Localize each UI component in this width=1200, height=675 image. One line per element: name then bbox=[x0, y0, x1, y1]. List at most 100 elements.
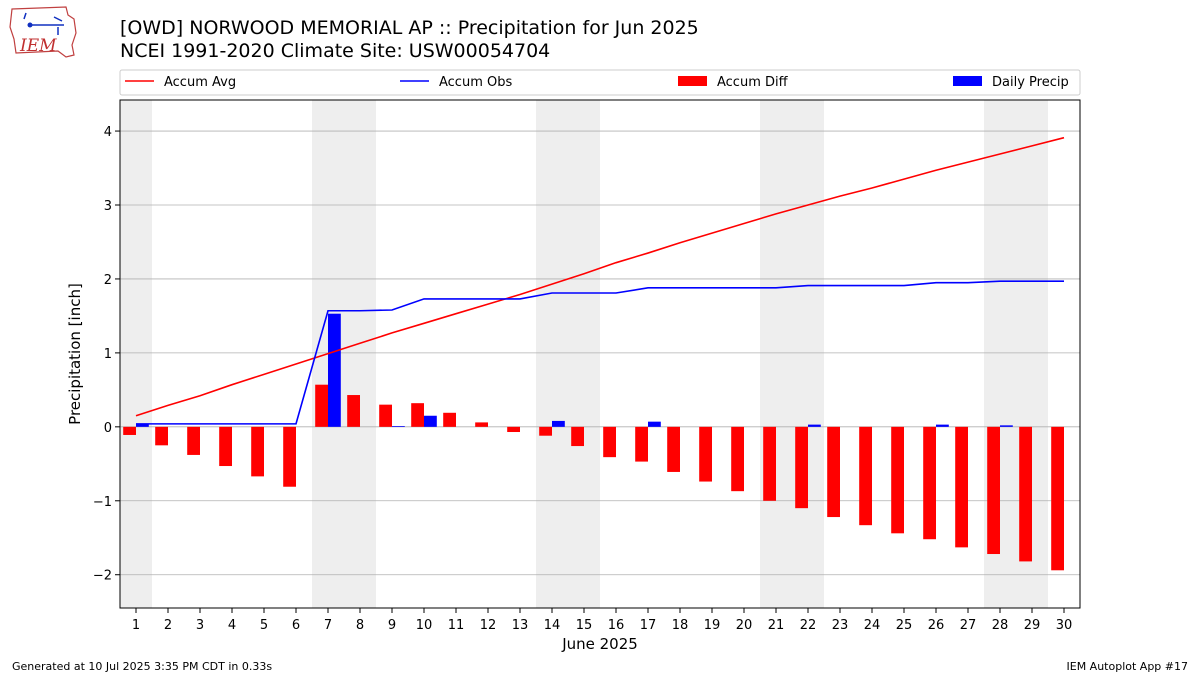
accum-avg-line bbox=[135, 136, 1065, 417]
y-axis-label: Precipitation [inch] bbox=[66, 283, 84, 425]
x-axis-ticks: 1 2 3 4 5 6 7 8 9 10 11 12 13 14 15 16 17 18 19 20 21 22 23 24 2… bbox=[132, 608, 1072, 633]
legend-label-accum-diff: Accum Diff bbox=[717, 75, 789, 90]
daily-precip-bar bbox=[648, 421, 661, 427]
bars bbox=[123, 313, 1064, 571]
x-tick-label: 17 bbox=[640, 618, 657, 633]
accum-diff-bar bbox=[571, 426, 584, 447]
x-tick-label: 8 bbox=[356, 618, 364, 633]
accum-diff-bar bbox=[443, 412, 456, 427]
x-tick-label: 4 bbox=[228, 618, 236, 633]
daily-precip-bar bbox=[552, 420, 565, 427]
y-tick-label: −1 bbox=[93, 495, 112, 510]
legend-label-accum-obs: Accum Obs bbox=[439, 75, 512, 90]
y-tick-label: 4 bbox=[104, 125, 112, 140]
footer-app: IEM Autoplot App #17 bbox=[1066, 660, 1189, 673]
footer-generated: Generated at 10 Jul 2025 3:35 PM CDT in … bbox=[12, 660, 273, 673]
accum-diff-bar bbox=[315, 384, 328, 427]
accum-diff-bar bbox=[667, 426, 680, 472]
daily-precip-bar bbox=[808, 424, 821, 427]
accum-diff-bar bbox=[955, 426, 968, 548]
accum-diff-bar bbox=[635, 426, 648, 462]
x-tick-label: 10 bbox=[416, 618, 433, 633]
svg-text:IEM: IEM bbox=[19, 36, 57, 56]
x-tick-label: 24 bbox=[864, 618, 881, 633]
x-tick-label: 3 bbox=[196, 618, 204, 633]
x-tick-label: 12 bbox=[480, 618, 497, 633]
daily-precip-bar bbox=[936, 424, 949, 427]
accum-diff-bar bbox=[187, 426, 200, 455]
accum-diff-bar bbox=[827, 426, 840, 518]
accum-diff-bar bbox=[731, 426, 744, 492]
weekend-shade bbox=[760, 100, 824, 608]
accum-obs-line bbox=[136, 280, 1064, 425]
accum-diff-bar bbox=[251, 426, 264, 477]
x-tick-label: 27 bbox=[960, 618, 977, 633]
x-tick-label: 16 bbox=[608, 618, 625, 633]
accum-diff-bar bbox=[219, 426, 232, 467]
x-tick-label: 21 bbox=[768, 618, 785, 633]
accum-diff-bar bbox=[1051, 426, 1064, 571]
x-tick-label: 22 bbox=[800, 618, 817, 633]
y-tick-label: 2 bbox=[104, 273, 112, 288]
x-tick-label: 26 bbox=[928, 618, 945, 633]
daily-precip-bar bbox=[424, 415, 437, 427]
accum-diff-bar bbox=[699, 426, 712, 482]
y-tick-label: 3 bbox=[104, 199, 112, 214]
chart-subtitle: NCEI 1991-2020 Climate Site: USW00054704 bbox=[120, 40, 551, 62]
accum-diff-bar bbox=[603, 426, 616, 458]
legend-frame bbox=[119, 69, 1081, 96]
legend-swatch-daily-precip bbox=[953, 76, 982, 86]
x-tick-label: 23 bbox=[832, 618, 849, 633]
daily-precip-bar bbox=[392, 426, 405, 427]
accum-diff-bar bbox=[891, 426, 904, 534]
x-tick-label: 7 bbox=[324, 618, 332, 633]
x-tick-label: 29 bbox=[1024, 618, 1041, 633]
y-tick-label: −2 bbox=[93, 569, 112, 584]
x-tick-label: 30 bbox=[1056, 618, 1073, 633]
lines bbox=[135, 136, 1065, 425]
weekend-shade bbox=[120, 100, 152, 608]
x-axis-label: June 2025 bbox=[561, 635, 638, 653]
x-tick-label: 14 bbox=[544, 618, 561, 633]
legend: Accum Avg Accum Obs Accum Diff Daily Precip bbox=[119, 69, 1081, 96]
accum-diff-bar bbox=[859, 426, 872, 526]
accum-diff-bar bbox=[379, 404, 392, 427]
y-tick-label: 1 bbox=[104, 347, 112, 362]
weekend-shade bbox=[536, 100, 600, 608]
accum-diff-bar bbox=[987, 426, 1000, 555]
x-tick-label: 5 bbox=[260, 618, 268, 633]
x-tick-label: 2 bbox=[164, 618, 172, 633]
y-tick-label: 0 bbox=[104, 421, 112, 436]
legend-label-daily-precip: Daily Precip bbox=[992, 75, 1069, 90]
accum-diff-bar bbox=[923, 426, 936, 540]
x-tick-label: 13 bbox=[512, 618, 529, 633]
plot-frame bbox=[119, 99, 1081, 609]
daily-precip-bar bbox=[136, 423, 149, 427]
accum-diff-bar bbox=[763, 426, 776, 501]
grid-lines bbox=[120, 130, 1080, 576]
accum-diff-bar bbox=[539, 426, 552, 436]
accum-diff-bar bbox=[1019, 426, 1032, 562]
x-tick-label: 6 bbox=[292, 618, 300, 633]
accum-diff-bar bbox=[347, 395, 360, 427]
accum-diff-bar bbox=[507, 426, 520, 433]
legend-swatch-accum-diff bbox=[678, 76, 707, 86]
weekend-shade bbox=[312, 100, 376, 608]
x-tick-label: 18 bbox=[672, 618, 689, 633]
accum-diff-bar bbox=[123, 426, 136, 435]
chart-title: [OWD] NORWOOD MEMORIAL AP :: Precipitati… bbox=[120, 17, 699, 39]
x-tick-label: 25 bbox=[896, 618, 913, 633]
x-tick-label: 9 bbox=[388, 618, 396, 633]
accum-diff-bar bbox=[475, 422, 488, 427]
x-tick-label: 28 bbox=[992, 618, 1009, 633]
accum-diff-bar bbox=[155, 426, 168, 446]
x-tick-label: 1 bbox=[132, 618, 140, 633]
accum-diff-bar bbox=[795, 426, 808, 509]
legend-label-accum-avg: Accum Avg bbox=[164, 75, 236, 90]
accum-diff-bar bbox=[411, 403, 424, 427]
x-tick-label: 15 bbox=[576, 618, 593, 633]
iem-logo: IEM bbox=[9, 6, 77, 58]
daily-precip-bar bbox=[328, 313, 341, 427]
x-tick-label: 11 bbox=[448, 618, 465, 633]
